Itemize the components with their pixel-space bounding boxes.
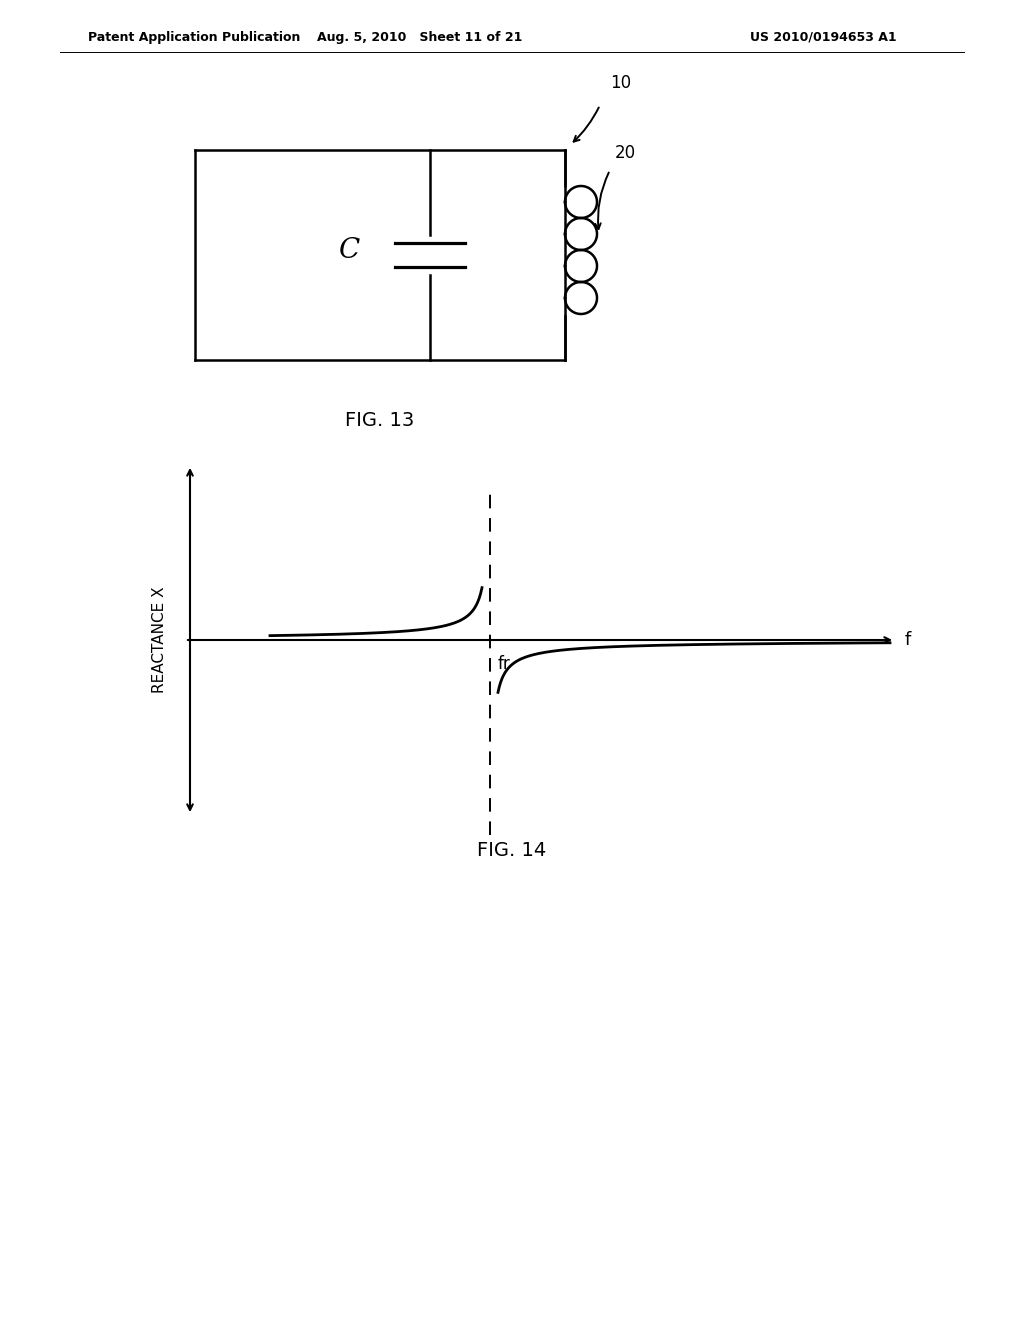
- Text: f: f: [905, 631, 911, 649]
- Text: C: C: [339, 236, 360, 264]
- Text: US 2010/0194653 A1: US 2010/0194653 A1: [750, 30, 897, 44]
- Text: REACTANCE X: REACTANCE X: [153, 586, 168, 693]
- Text: 10: 10: [610, 74, 631, 92]
- Text: fr: fr: [498, 655, 511, 673]
- Text: FIG. 14: FIG. 14: [477, 841, 547, 859]
- Text: FIG. 13: FIG. 13: [345, 411, 415, 429]
- Text: Patent Application Publication: Patent Application Publication: [88, 30, 300, 44]
- Text: Aug. 5, 2010   Sheet 11 of 21: Aug. 5, 2010 Sheet 11 of 21: [317, 30, 522, 44]
- Text: 20: 20: [615, 144, 636, 162]
